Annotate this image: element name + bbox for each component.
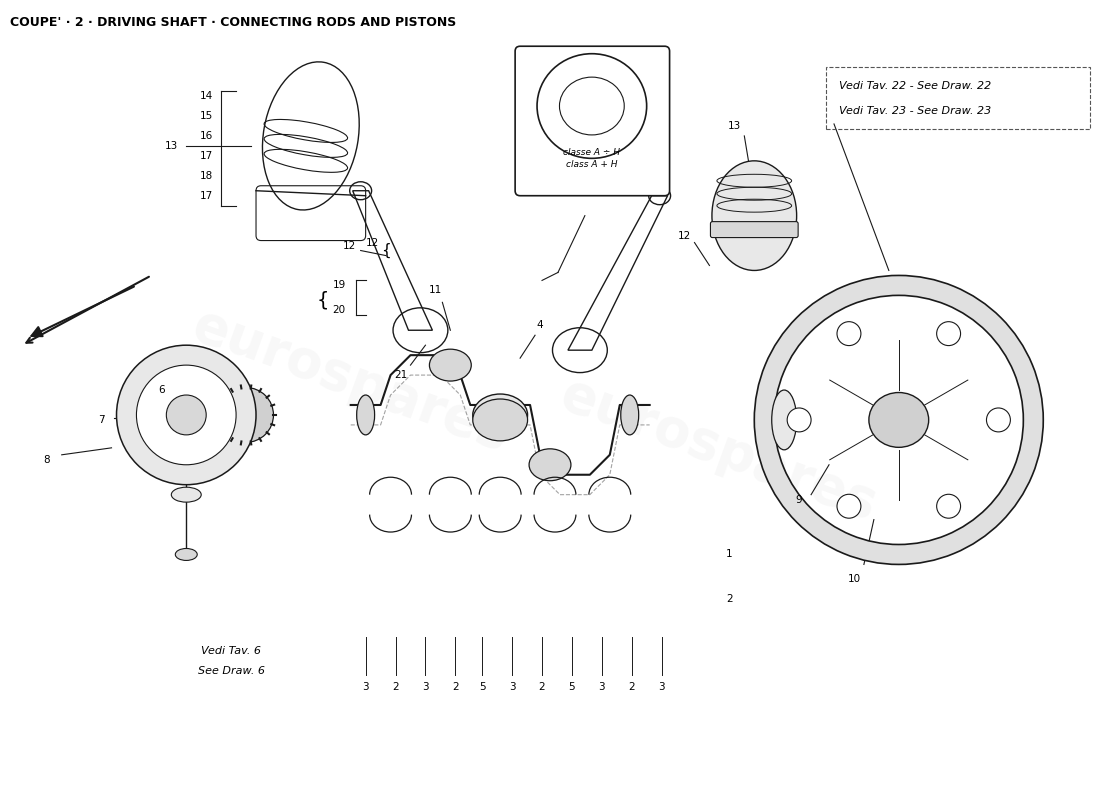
Text: 8: 8: [43, 454, 51, 465]
Circle shape: [837, 322, 861, 346]
Text: 5: 5: [569, 682, 575, 692]
Ellipse shape: [869, 393, 928, 447]
Text: 21: 21: [394, 370, 407, 380]
Ellipse shape: [772, 390, 796, 450]
FancyBboxPatch shape: [711, 222, 799, 238]
Circle shape: [937, 494, 960, 518]
Text: 4: 4: [537, 320, 543, 330]
Text: eurospares: eurospares: [185, 298, 516, 462]
Ellipse shape: [620, 395, 639, 435]
Text: {: {: [317, 291, 329, 310]
Text: 19: 19: [332, 280, 345, 290]
Text: 2: 2: [726, 594, 733, 604]
Text: 13: 13: [728, 121, 741, 131]
Circle shape: [788, 408, 811, 432]
Text: Vedi Tav. 23 - See Draw. 23: Vedi Tav. 23 - See Draw. 23: [839, 106, 991, 116]
Ellipse shape: [219, 387, 274, 442]
Circle shape: [837, 494, 861, 518]
FancyBboxPatch shape: [515, 46, 670, 196]
Ellipse shape: [473, 394, 528, 436]
Text: 6: 6: [158, 385, 165, 395]
Ellipse shape: [529, 449, 571, 481]
Text: 9: 9: [795, 494, 802, 505]
Text: 12: 12: [678, 230, 691, 241]
Ellipse shape: [473, 399, 528, 441]
Text: 2: 2: [393, 682, 399, 692]
Text: 13: 13: [165, 141, 178, 151]
Circle shape: [937, 322, 960, 346]
Ellipse shape: [429, 349, 471, 381]
Text: 2: 2: [539, 682, 546, 692]
Text: COUPE' · 2 · DRIVING SHAFT · CONNECTING RODS AND PISTONS: COUPE' · 2 · DRIVING SHAFT · CONNECTING …: [10, 16, 456, 30]
Text: 17: 17: [199, 151, 212, 161]
Text: 20: 20: [332, 306, 345, 315]
Text: 15: 15: [199, 111, 212, 121]
Ellipse shape: [356, 395, 375, 435]
Text: 2: 2: [628, 682, 635, 692]
Text: 18: 18: [199, 170, 212, 181]
Text: classe A ÷ H
class A + H: classe A ÷ H class A + H: [563, 149, 620, 170]
Ellipse shape: [712, 161, 796, 270]
Text: 7: 7: [98, 415, 104, 425]
Ellipse shape: [166, 395, 206, 435]
Text: 12: 12: [365, 238, 378, 247]
Text: 3: 3: [422, 682, 429, 692]
Text: 3: 3: [509, 682, 516, 692]
Text: 12: 12: [342, 241, 355, 250]
Text: eurospares: eurospares: [554, 369, 884, 531]
Text: {: {: [381, 243, 390, 258]
Ellipse shape: [172, 487, 201, 502]
Text: 3: 3: [658, 682, 664, 692]
Text: 11: 11: [429, 286, 442, 295]
Text: Vedi Tav. 6: Vedi Tav. 6: [201, 646, 261, 656]
Text: 3: 3: [598, 682, 605, 692]
Text: 5: 5: [478, 682, 485, 692]
Text: 16: 16: [199, 131, 212, 141]
Text: 3: 3: [362, 682, 369, 692]
Text: Vedi Tav. 22 - See Draw. 22: Vedi Tav. 22 - See Draw. 22: [839, 81, 991, 91]
Text: 10: 10: [847, 574, 860, 584]
Text: 2: 2: [452, 682, 459, 692]
Text: 1: 1: [726, 550, 733, 559]
Ellipse shape: [175, 549, 197, 561]
Text: 14: 14: [199, 91, 212, 101]
Ellipse shape: [136, 365, 236, 465]
Ellipse shape: [117, 345, 256, 485]
Text: See Draw. 6: See Draw. 6: [198, 666, 265, 676]
Text: 17: 17: [199, 190, 212, 201]
Circle shape: [987, 408, 1011, 432]
